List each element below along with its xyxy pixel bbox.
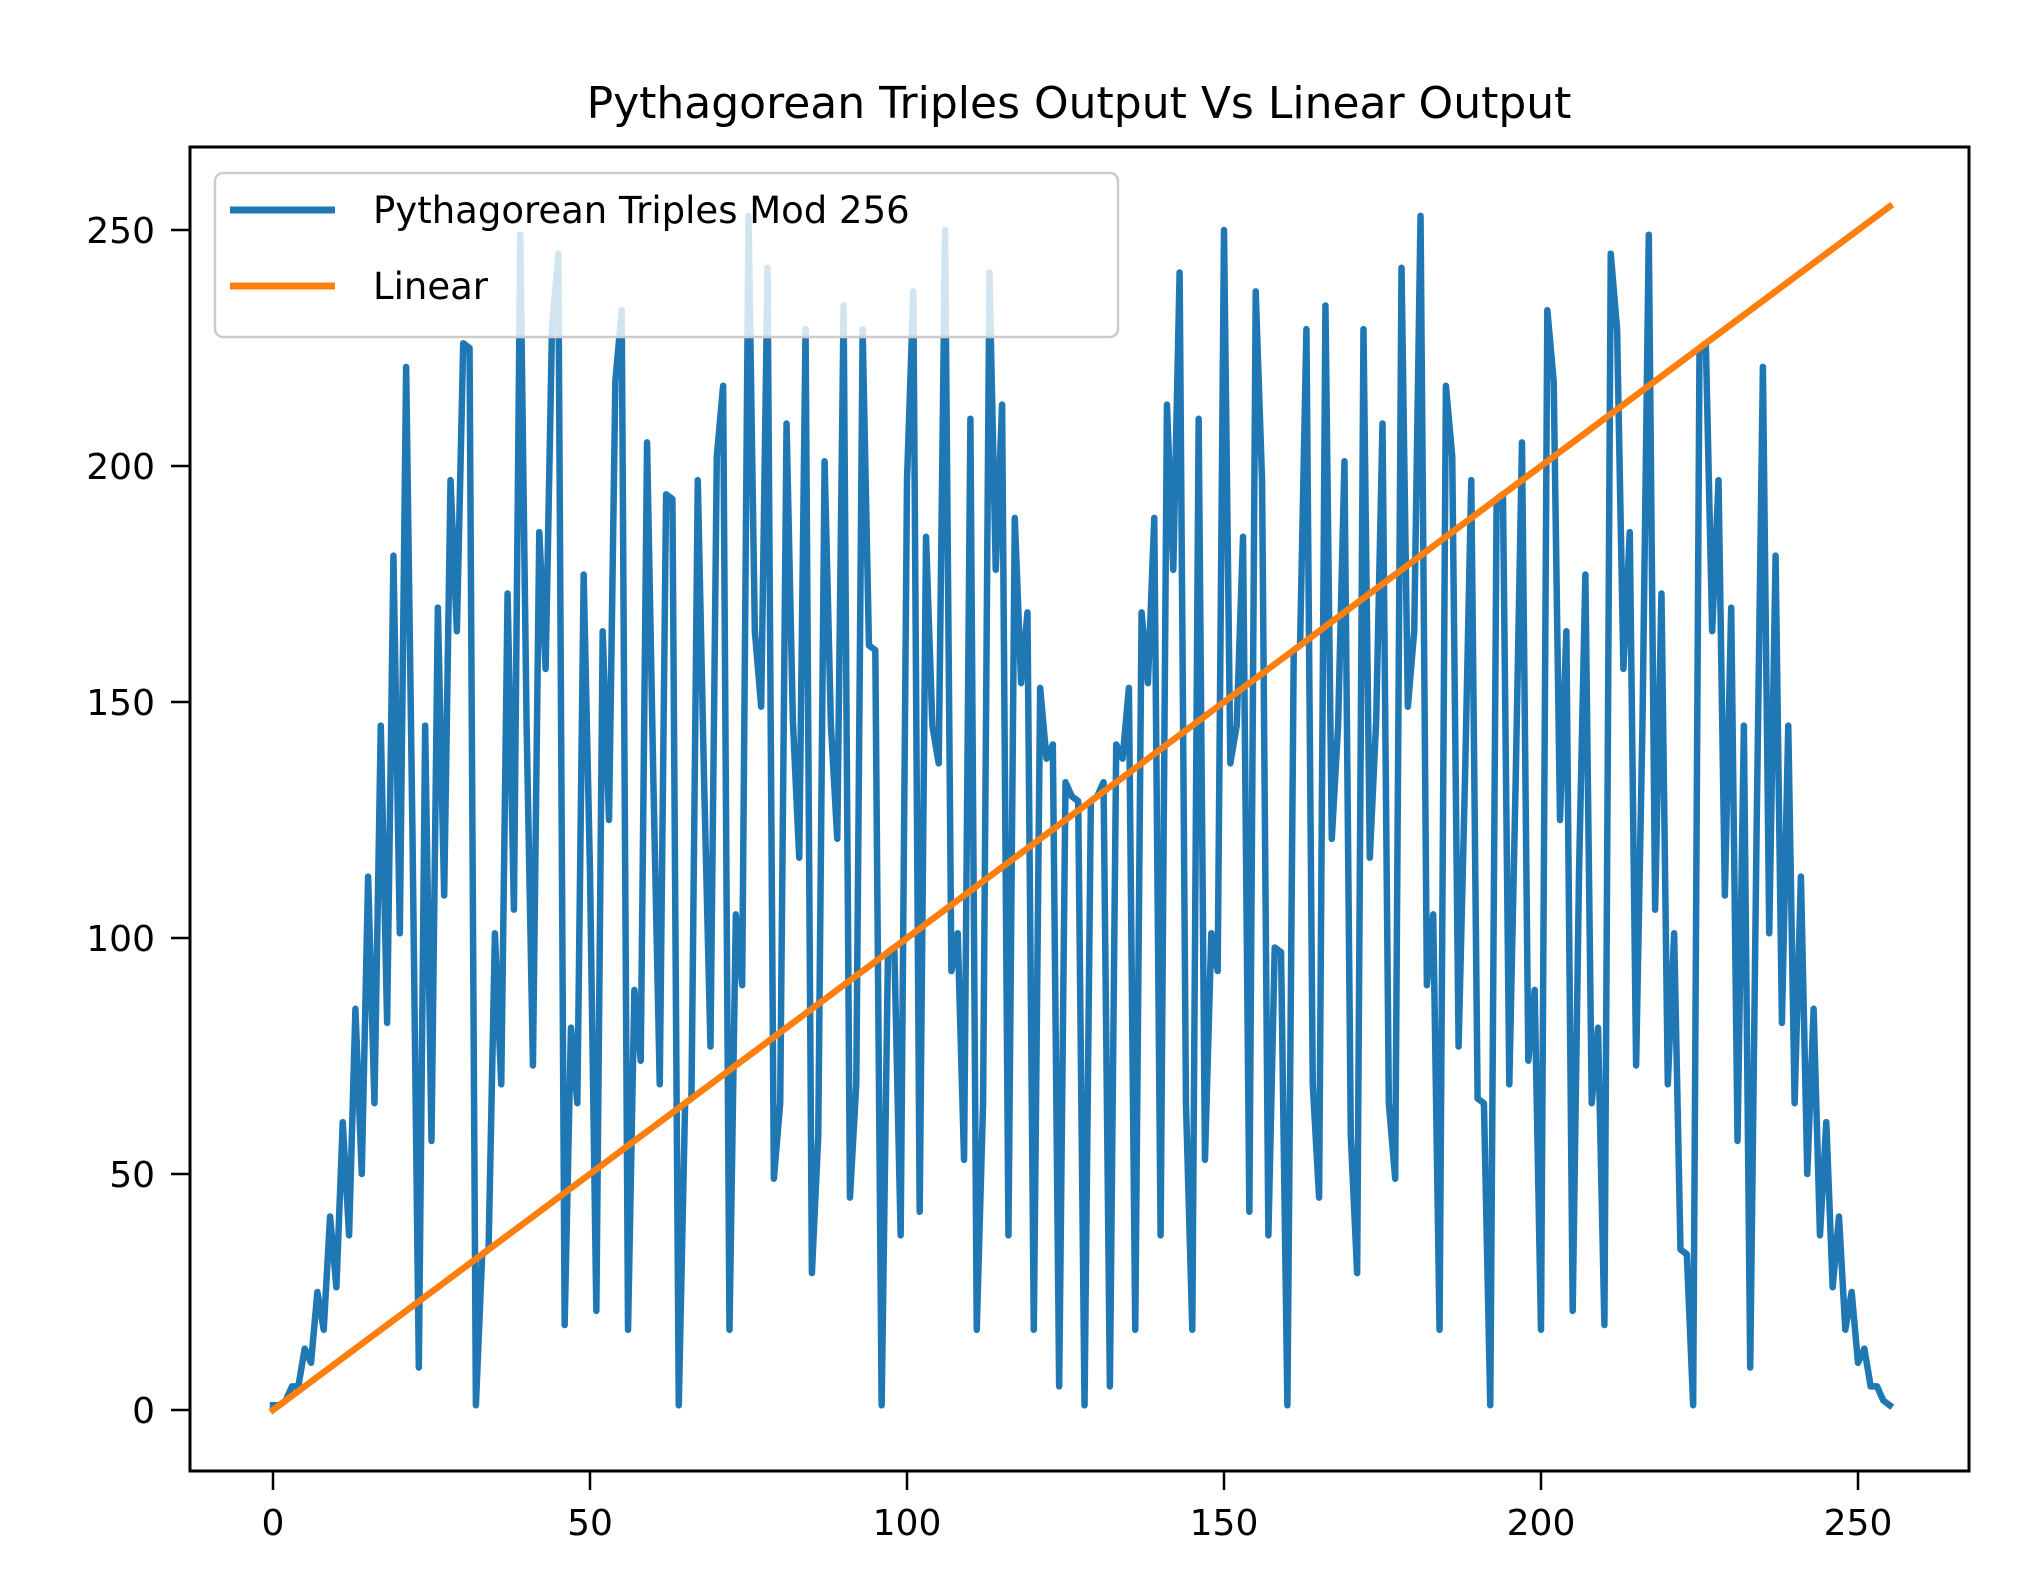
x-tick-label: 0 [262,1503,285,1544]
x-tick-label: 150 [1190,1503,1259,1544]
y-tick-label: 0 [132,1391,155,1432]
y-tick-label: 200 [86,447,155,488]
x-tick-label: 200 [1507,1503,1576,1544]
series-linear-line [268,201,1895,1415]
x-tick-label: 50 [567,1503,613,1544]
series-pythagorean-line [269,212,1895,1410]
x-tick-label: 100 [873,1503,942,1544]
chart-title: Pythagorean Triples Output Vs Linear Out… [587,78,1572,129]
y-tick-label: 50 [109,1155,155,1196]
y-tick-label: 250 [86,211,155,252]
plot-area [268,201,1895,1415]
legend-label-linear: Linear [373,265,489,308]
legend: Pythagorean Triples Mod 256 Linear [213,171,1120,339]
axes-frame [188,145,1971,1473]
x-tick-label: 250 [1824,1503,1893,1544]
legend-label-pythagorean: Pythagorean Triples Mod 256 [373,189,910,232]
y-tick-label: 150 [86,683,155,724]
y-axis: 0 50 100 150 200 250 [86,211,190,1432]
x-axis: 0 50 100 150 200 250 [262,1471,1893,1544]
legend-box [213,171,1120,339]
y-tick-label: 100 [86,919,155,960]
